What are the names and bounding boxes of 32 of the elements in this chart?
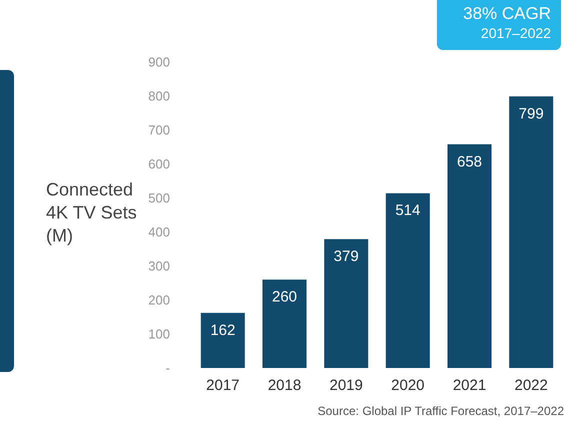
y-tick-label: 100 [148,326,170,342]
data-label: 514 [395,202,420,220]
text: 38% CAGR [462,4,551,24]
x-tick-label: 2021 [452,377,486,394]
x-tick-label: 2022 [514,377,548,394]
bar [509,96,554,368]
y-tick-label: 500 [148,190,170,206]
bar [386,193,430,368]
x-tick-label: 2019 [329,377,363,394]
y-tick-label: - [166,360,170,376]
y-tick-label: 800 [148,88,170,104]
bar [262,280,306,368]
bar [448,144,492,368]
source-note: Source: Global IP Traffic Forecast, 2017–2022 [318,404,564,418]
x-tick-label: 2020 [391,377,425,394]
data-label: 658 [456,153,482,170]
data-label: 799 [518,105,544,122]
y-tick-label: 200 [148,292,170,308]
data-label: 379 [334,248,359,266]
bar [200,312,245,368]
y-tick-label: 300 [148,258,170,274]
y-tick-label: 600 [148,156,170,172]
bar [324,239,368,368]
data-label: 260 [272,288,298,306]
y-tick-label: 400 [148,224,170,240]
y-tick-label: 900 [148,54,170,70]
y-axis-title: Connected 4K TV Sets (M) [46,180,137,246]
y-tick-label: 700 [148,122,170,138]
data-label: 162 [210,322,236,339]
text: 2017–2022 [480,24,551,42]
x-tick-label: 2018 [268,377,302,394]
x-tick-label: 2017 [206,377,240,394]
